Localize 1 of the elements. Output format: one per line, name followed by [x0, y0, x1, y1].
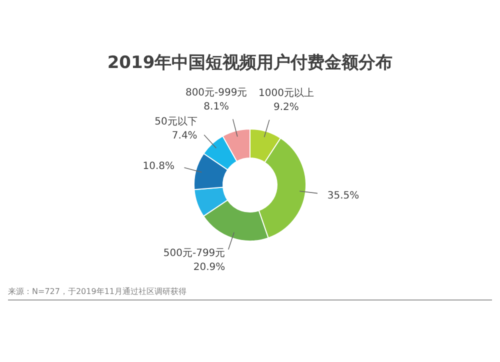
title: 2019年中国短视频用户付费金额分布	[107, 53, 393, 73]
